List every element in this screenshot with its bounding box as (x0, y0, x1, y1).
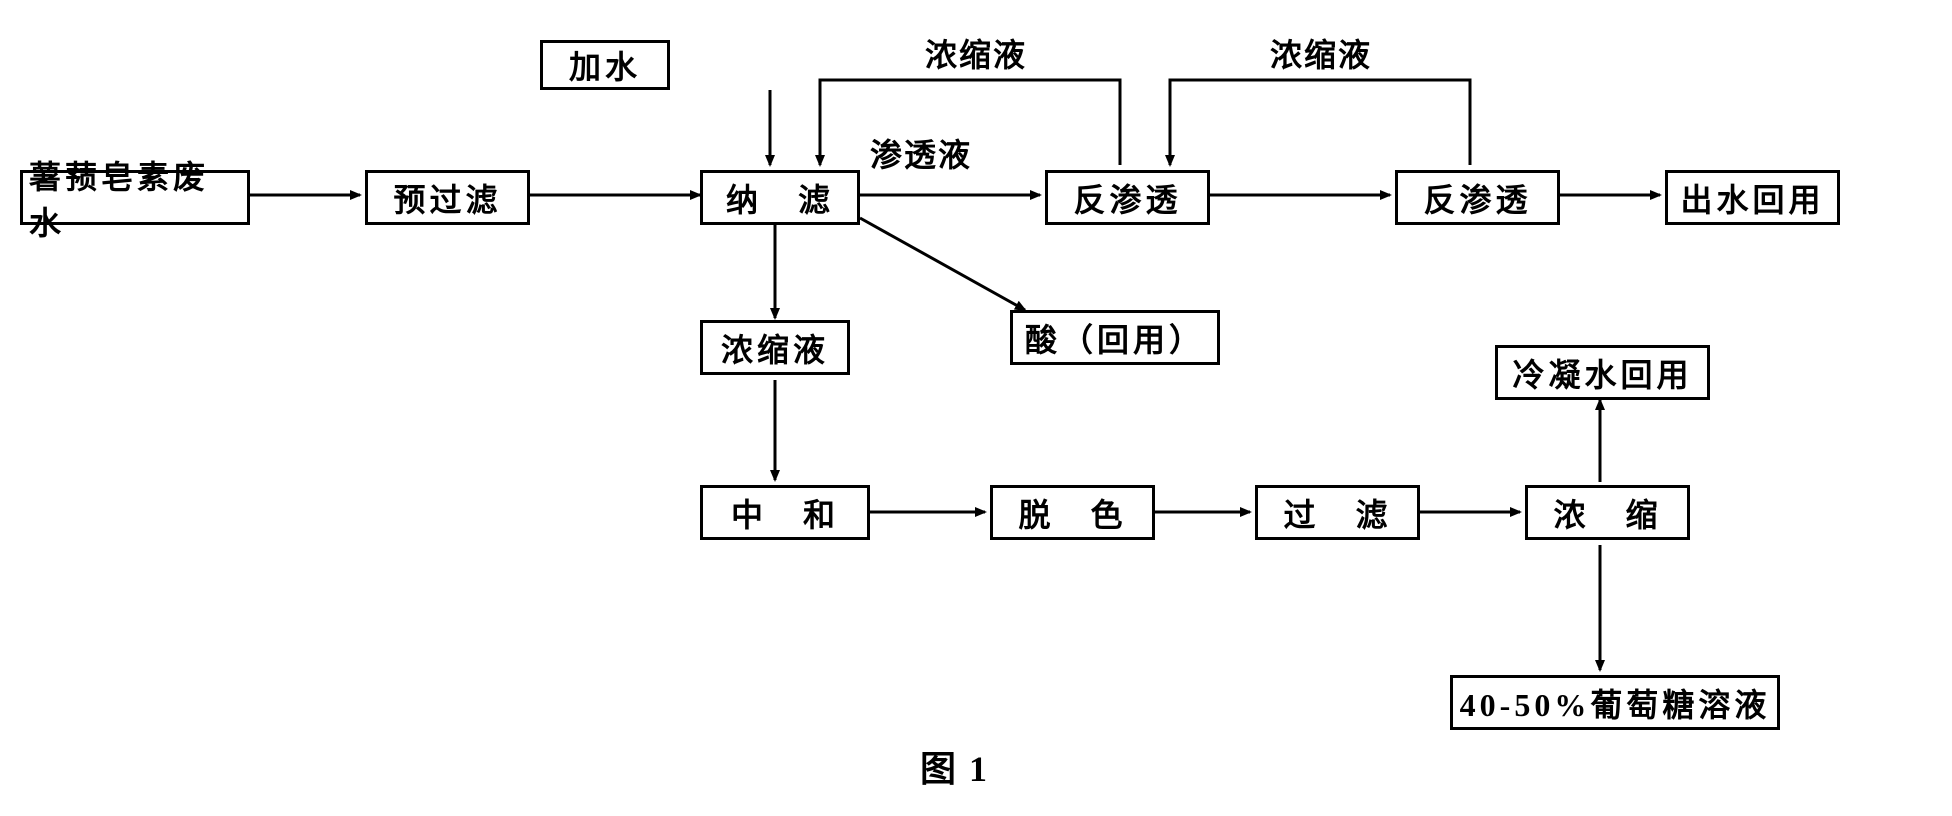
box-decolor: 脱 色 (990, 485, 1155, 540)
text-wastewater: 薯蓣皂素废水 (29, 152, 241, 244)
box-addwater: 加水 (540, 40, 670, 90)
text-coldreuse: 冷凝水回用 (1512, 350, 1692, 396)
text-outreuse: 出水回用 (1680, 175, 1824, 221)
text-prefilter: 预过滤 (393, 175, 501, 221)
figure-caption-text: 图 1 (920, 749, 989, 789)
box-filter: 过 滤 (1255, 485, 1420, 540)
label-conc2: 浓缩液 (1270, 30, 1372, 76)
text-acid: 酸（回用） (1025, 315, 1205, 361)
text-addwater: 加水 (569, 42, 641, 88)
figure-caption: 图 1 (920, 740, 989, 792)
box-ro1: 反渗透 (1045, 170, 1210, 225)
box-neutralize: 中 和 (700, 485, 870, 540)
text-concentrate: 浓缩液 (721, 325, 829, 371)
label-conc1: 浓缩液 (925, 30, 1027, 76)
box-prefilter: 预过滤 (365, 170, 530, 225)
label-conc1-text: 浓缩液 (925, 37, 1027, 73)
text-concentrate2: 浓 缩 (1553, 490, 1661, 536)
box-ro2: 反渗透 (1395, 170, 1560, 225)
text-neutralize: 中 和 (731, 490, 839, 536)
box-acid: 酸（回用） (1010, 310, 1220, 365)
text-decolor: 脱 色 (1018, 490, 1126, 536)
box-nanofilter: 纳 滤 (700, 170, 860, 225)
box-wastewater: 薯蓣皂素废水 (20, 170, 250, 225)
box-concentrate: 浓缩液 (700, 320, 850, 375)
box-concentrate2: 浓 缩 (1525, 485, 1690, 540)
box-outreuse: 出水回用 (1665, 170, 1840, 225)
label-perm-text: 渗透液 (870, 137, 972, 173)
label-perm: 渗透液 (870, 130, 972, 176)
box-glucose: 40-50%葡萄糖溶液 (1450, 675, 1780, 730)
box-coldreuse: 冷凝水回用 (1495, 345, 1710, 400)
text-nanofilter: 纳 滤 (726, 175, 834, 221)
text-glucose: 40-50%葡萄糖溶液 (1460, 680, 1771, 726)
text-filter: 过 滤 (1283, 490, 1391, 536)
text-ro2: 反渗透 (1423, 175, 1531, 221)
text-ro1: 反渗透 (1073, 175, 1181, 221)
label-conc2-text: 浓缩液 (1270, 37, 1372, 73)
